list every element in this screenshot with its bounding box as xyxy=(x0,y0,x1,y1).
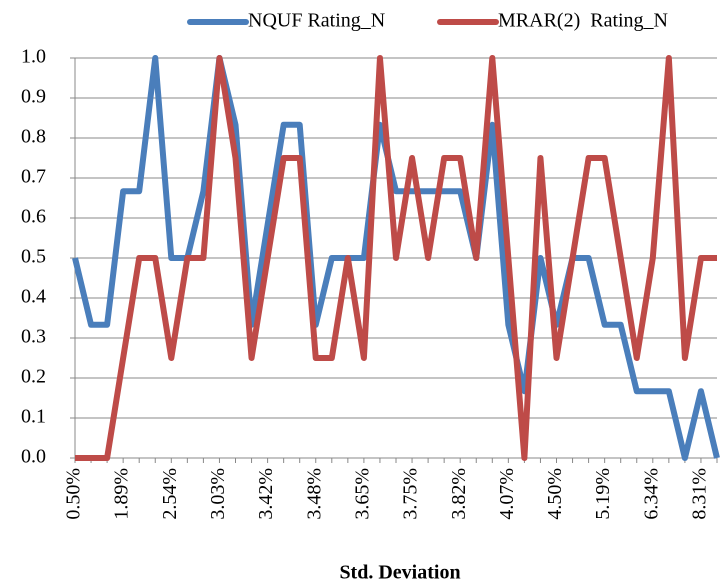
x-tick-label: 5.19% xyxy=(592,468,614,520)
y-tick-label: 0.3 xyxy=(21,326,46,348)
x-tick-label: 4.07% xyxy=(496,468,518,520)
x-tick-label: 0.50% xyxy=(63,468,85,520)
x-tick-label: 3.03% xyxy=(207,468,229,520)
y-tick-label: 1.0 xyxy=(21,46,46,68)
y-tick-label: 0.0 xyxy=(21,446,46,468)
y-tick-label: 0.2 xyxy=(21,366,46,388)
x-tick-label: 1.89% xyxy=(111,468,133,520)
x-tick-label: 3.75% xyxy=(400,468,422,520)
y-tick-label: 0.8 xyxy=(21,126,46,148)
legend-label: NQUF Rating_N xyxy=(248,10,385,32)
x-tick-label: 3.48% xyxy=(303,468,325,520)
series-line xyxy=(72,55,720,461)
y-tick-label: 0.5 xyxy=(21,246,46,268)
x-tick-label: 3.65% xyxy=(351,468,373,520)
series-line xyxy=(75,55,717,461)
x-tick-label: 4.50% xyxy=(544,468,566,520)
x-tick-label: 2.54% xyxy=(159,468,181,520)
x-tick-label: 8.31% xyxy=(689,468,711,520)
x-axis-title: Std. Deviation xyxy=(339,562,460,584)
y-tick-label: 0.4 xyxy=(21,286,46,308)
x-tick-label: 3.42% xyxy=(255,468,277,520)
x-tick-label: 3.82% xyxy=(448,468,470,520)
x-tick-label: 6.34% xyxy=(640,468,662,520)
legend-label: MRAR(2) Rating_N xyxy=(498,10,668,32)
y-tick-label: 0.9 xyxy=(21,86,46,108)
y-tick-label: 0.1 xyxy=(21,406,46,428)
y-tick-label: 0.6 xyxy=(21,206,46,228)
y-tick-label: 0.7 xyxy=(21,166,46,188)
